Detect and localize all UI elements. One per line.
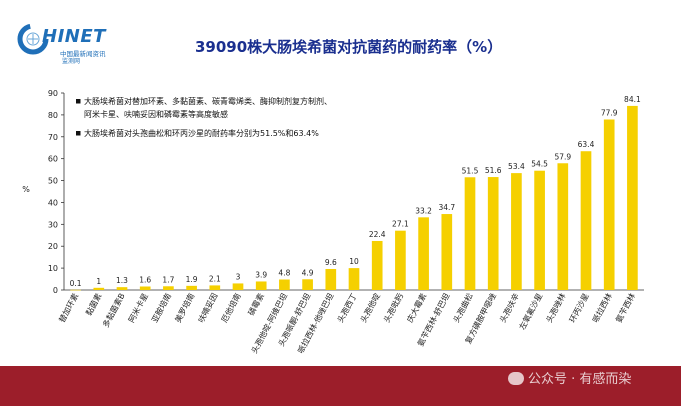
bar (93, 287, 105, 290)
data-label: 57.9 (554, 152, 571, 161)
watermark: 公众号 · 有感而染 (508, 368, 631, 387)
data-label: 4.8 (278, 268, 290, 277)
note-bullet (76, 131, 81, 136)
x-tick-label: 头孢曲松 (451, 291, 475, 324)
bar (325, 268, 337, 290)
bar (464, 177, 476, 290)
bar (302, 279, 313, 290)
data-label: 84.1 (624, 95, 641, 104)
bar (557, 163, 569, 290)
x-tick-label: 磷霉素 (246, 291, 266, 317)
y-tick-label: 50 (48, 177, 58, 186)
x-tick-label: 厄他培南 (219, 291, 243, 324)
bar (116, 287, 128, 290)
x-tick-label: 美罗培南 (173, 291, 197, 324)
footer-bar (0, 366, 681, 406)
data-label: 3 (236, 272, 241, 281)
data-label: 3.9 (255, 270, 267, 279)
bar (441, 214, 453, 290)
y-tick-label: 10 (48, 264, 58, 273)
y-axis-label: % (22, 185, 30, 194)
bar (603, 119, 615, 290)
bar (70, 289, 81, 291)
chart-title: 39090株大肠埃希菌对抗菌药的耐药率（%） (195, 38, 503, 56)
bar (139, 286, 151, 290)
data-label: 77.9 (601, 108, 618, 117)
x-tick-label: 头孢呋辛 (497, 291, 521, 324)
x-tick-label: 哌拉西林 (590, 291, 614, 324)
note-text: 大肠埃希菌对头孢曲松和环丙沙星的耐药率分别为51.5%和63.4% (84, 128, 319, 138)
bar (279, 279, 290, 290)
data-label: 33.2 (415, 206, 432, 215)
data-label: 27.1 (392, 220, 409, 229)
data-label: 2.1 (209, 274, 221, 283)
bar (534, 170, 545, 290)
data-label: 22.4 (369, 230, 386, 239)
bar (371, 240, 383, 290)
bar-chart: 0 10 20 30 40 50 60 70 80 90% 0.1 替加环素 1 黏菌素 1.3 多黏菌素B 1… (22, 89, 644, 355)
data-label: 10 (349, 257, 359, 266)
bar (186, 285, 197, 290)
watermark-text: 公众号 · 有感而染 (528, 372, 632, 387)
x-tick-label: 庆大霉素 (405, 291, 429, 324)
bar (418, 217, 429, 290)
y-tick-label: 30 (48, 220, 58, 229)
y-tick-label: 40 (48, 198, 58, 207)
logo-subtitle-2: 监测网 (62, 58, 81, 65)
logo: HINET 中国最新闻资讯 监测网 (14, 18, 134, 68)
y-tick-label: 20 (48, 242, 58, 251)
bar (487, 177, 499, 290)
data-label: 9.6 (325, 258, 337, 267)
logo-subtitle: 中国最新闻资讯 (60, 50, 106, 58)
x-tick-label: 头孢吡肟 (381, 291, 405, 324)
y-tick-label: 90 (48, 89, 58, 98)
note-bullet (76, 99, 81, 104)
data-label: 1.7 (162, 275, 174, 284)
globe-icon (17, 23, 49, 55)
bar (209, 285, 221, 290)
bar (511, 173, 522, 290)
note-text: 大肠埃希菌对替加环素、多黏菌素、碳青霉烯类、酶抑制剂复方制剂、 (84, 96, 332, 106)
x-tick-label: 替加环素 (57, 291, 81, 324)
x-tick-label: 左氧氟沙星 (517, 291, 545, 331)
data-label: 63.4 (578, 140, 595, 149)
x-tick-label: 环丙沙星 (568, 292, 591, 324)
data-label: 51.6 (485, 166, 502, 175)
x-tick-label: 多黏菌素B (100, 291, 126, 329)
bar (232, 283, 244, 290)
note-text: 阿米卡星、呋喃妥因和磷霉素等高度敏感 (84, 109, 228, 119)
bar (348, 268, 360, 290)
x-tick-label: 头孢西丁 (335, 291, 359, 324)
y-tick-label: 80 (48, 111, 58, 120)
bar (255, 281, 267, 290)
data-label: 0.1 (70, 279, 82, 288)
bar (580, 151, 592, 290)
x-tick-label: 头孢唑林 (544, 291, 568, 324)
data-label: 34.7 (438, 203, 455, 212)
y-tick-label: 60 (48, 155, 58, 164)
logo-wordmark: HINET (42, 26, 106, 47)
data-label: 1.9 (186, 275, 198, 284)
bar (395, 230, 406, 290)
data-label: 1.3 (116, 276, 128, 285)
data-label: 51.5 (462, 166, 479, 175)
x-tick-label: 黏菌素 (83, 291, 103, 317)
x-tick-label: 亚胺培南 (149, 291, 173, 324)
data-label: 1.6 (139, 275, 151, 284)
bar (627, 105, 638, 290)
x-tick-label: 头孢他啶 (358, 291, 382, 324)
y-tick-label: 70 (48, 133, 58, 142)
x-tick-label: 呋喃妥因 (196, 291, 220, 324)
x-tick-label: 阿米卡星 (126, 291, 150, 324)
data-label: 53.4 (508, 162, 525, 171)
y-tick-label: 0 (53, 286, 58, 295)
data-label: 4.9 (302, 268, 314, 277)
wechat-icon (508, 372, 524, 385)
x-tick-label: 氨苄西林 (613, 291, 637, 324)
data-label: 1 (96, 277, 101, 286)
bar (163, 286, 174, 290)
data-label: 54.5 (531, 160, 548, 169)
